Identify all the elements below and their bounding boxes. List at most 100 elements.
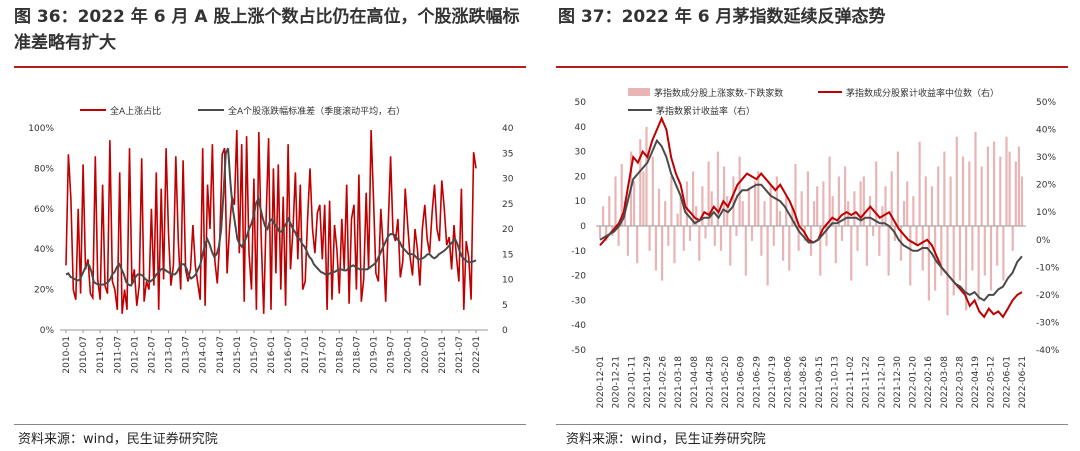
breadth-bar (949, 176, 952, 226)
breadth-bar (654, 226, 657, 271)
breadth-bar (837, 176, 840, 226)
x-tick-label: 2020-01 (404, 336, 414, 374)
right-source-note: 资料来源：wind，民生证券研究院 (566, 432, 766, 447)
x-tick-label: 2022-05-12 (987, 356, 997, 408)
y-right-tick-label: -40% (1036, 346, 1060, 356)
y-left-tick-label: 80% (34, 164, 54, 174)
breadth-bar (887, 226, 890, 276)
y-right-tick-label: 20% (1036, 181, 1056, 191)
y-left-tick-label: 20 (575, 172, 587, 182)
x-tick-label: 2021-11-02 (846, 356, 856, 408)
breadth-bar (961, 156, 965, 226)
breadth-bar (1005, 136, 1008, 226)
breadth-bar (747, 188, 750, 226)
breadth-bar (996, 226, 999, 266)
legend-label-breadth-bars: 茅指数成分股上涨家数-下跌家数 (654, 87, 783, 99)
x-tick-label: 2021-10-13 (830, 356, 840, 408)
y-left-tick-label: 20% (34, 286, 54, 296)
breadth-bar (639, 139, 642, 226)
breadth-bar (645, 126, 648, 226)
y-right-tick-label: 0 (502, 326, 508, 336)
x-tick-label: 2021-01 (438, 336, 448, 374)
x-tick-label: 2014-07 (216, 336, 226, 374)
breadth-bar (738, 156, 741, 226)
breadth-bar (766, 226, 769, 286)
breadth-bar (850, 226, 853, 281)
x-tick-label: 2021-04-28 (705, 356, 715, 409)
breadth-bar (1011, 226, 1014, 251)
series-line-return-std (65, 147, 477, 287)
x-tick-label: 2021-05-20 (721, 356, 731, 409)
y-left-tick-label: 40 (575, 123, 587, 133)
x-tick-label: 2022-03-28 (955, 356, 965, 409)
breadth-bar (1008, 151, 1011, 226)
x-tick-label: 2021-11-22 (862, 356, 872, 408)
breadth-bar (875, 161, 878, 226)
breadth-bar (924, 176, 927, 226)
x-tick-label: 2016-07 (284, 336, 294, 374)
left-title-rule (14, 66, 526, 68)
breadth-bar (822, 181, 825, 226)
breadth-bar (912, 196, 915, 226)
x-tick-label: 2021-06-29 (752, 356, 762, 409)
x-tick-label: 2022-01-20 (909, 356, 919, 409)
breadth-bar (648, 226, 651, 251)
x-tick-label: 2021-02-26 (659, 356, 669, 409)
breadth-bar (946, 226, 949, 316)
breadth-bar (692, 171, 695, 226)
breadth-bar (819, 226, 822, 276)
breadth-bar (943, 151, 946, 226)
x-tick-label: 2022-06-01 (1002, 356, 1012, 408)
y-left-tick-label: 60% (34, 205, 54, 215)
breadth-bar (840, 226, 844, 241)
breadth-bar (679, 196, 682, 226)
x-tick-label: 2019-01 (370, 336, 380, 374)
breadth-bar (958, 226, 961, 281)
x-tick-label: 2014-01 (199, 336, 209, 374)
x-tick-label: 2022-03-08 (940, 356, 950, 409)
breadth-bar (828, 156, 831, 226)
x-tick-label: 2017-01 (301, 336, 311, 374)
breadth-bar (813, 201, 816, 226)
x-tick-label: 2010-01 (62, 336, 72, 374)
breadth-bar (980, 166, 983, 226)
x-tick-label: 2021-04-08 (690, 356, 700, 409)
y-right-tick-label: 10 (502, 276, 514, 286)
breadth-bar (800, 191, 803, 226)
y-left-tick-label: 10 (575, 197, 587, 207)
breadth-bar (986, 146, 989, 226)
y-right-tick-label: 10% (1036, 208, 1056, 218)
breadth-bar (701, 186, 704, 226)
left-source-note: 资料来源：wind，民生证券研究院 (18, 432, 218, 447)
breadth-bar (937, 166, 940, 226)
x-tick-label: 2013-07 (182, 336, 192, 374)
y-right-tick-label: 20 (502, 225, 514, 235)
y-left-tick-label: 50 (575, 98, 587, 108)
breadth-bar (695, 206, 698, 226)
breadth-bar (732, 176, 735, 226)
breadth-bar (834, 226, 837, 264)
breadth-bar (862, 176, 865, 226)
breadth-bar (626, 226, 629, 256)
breadth-bar (890, 171, 893, 226)
breadth-bar (608, 196, 611, 226)
breadth-bar (754, 181, 757, 226)
breadth-bar (673, 226, 676, 264)
left-chart: 全A上涨占比 全A个股涨跌幅标准差（季度滚动平均，右） 0% 20% 40% 60% 80%… (28, 105, 514, 374)
breadth-bar (602, 206, 605, 226)
y-right-tick-label: 15 (502, 250, 513, 260)
y-right-tick-label: -30% (1036, 318, 1060, 328)
breadth-bar (785, 196, 788, 226)
breadth-bar (636, 226, 639, 264)
x-tick-label: 2020-12-21 (612, 356, 622, 408)
legend-swatch-breadth-bars (628, 88, 650, 96)
series-line-advancing-share (65, 129, 477, 314)
breadth-bar (844, 166, 847, 226)
breadth-bar (723, 166, 726, 226)
y-left-tick-label: 0% (40, 326, 55, 336)
breadth-bar (664, 201, 667, 226)
breadth-bar (598, 226, 602, 239)
breadth-bar (906, 181, 909, 226)
y-left-tick-label: 40% (34, 245, 54, 255)
y-left-tick-label: -10 (571, 247, 586, 257)
